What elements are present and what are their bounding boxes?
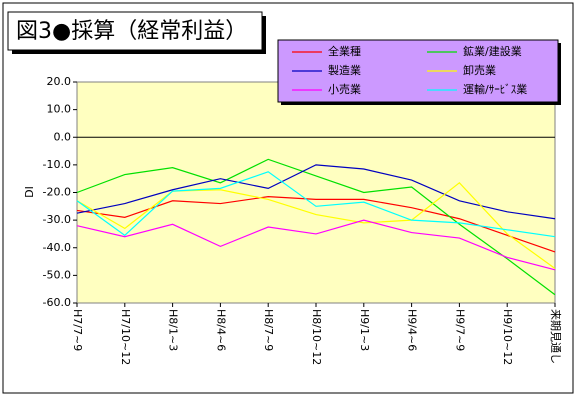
legend-label: 運輸/ｻｰﾋﾞｽ業 bbox=[463, 82, 527, 96]
y-tick-label: -50.0 bbox=[43, 268, 71, 281]
x-tick-label: H8/1~3 bbox=[167, 309, 180, 351]
legend-label: 製造業 bbox=[328, 63, 361, 77]
x-tick-label: 来期見通し bbox=[549, 309, 562, 364]
legend bbox=[277, 39, 559, 103]
x-tick-label: H8/4~6 bbox=[214, 309, 227, 351]
x-tick-label: H9/4~6 bbox=[406, 309, 419, 351]
series-line bbox=[76, 158, 556, 296]
x-tick-label: H8/10~12 bbox=[310, 309, 323, 365]
y-tick-label: -60.0 bbox=[43, 296, 71, 309]
legend-label: 卸売業 bbox=[463, 63, 496, 77]
series-line bbox=[76, 164, 556, 220]
y-tick-label: 0.0 bbox=[54, 130, 72, 143]
y-tick-label: 10.0 bbox=[47, 103, 72, 116]
x-tick-label: H7/10~12 bbox=[119, 309, 132, 365]
x-tick-label: H9/7~9 bbox=[453, 309, 466, 351]
x-tick-label: H9/1~3 bbox=[358, 309, 371, 351]
x-tick-label: H9/10~12 bbox=[501, 309, 514, 365]
x-tick-label: H7/7~9 bbox=[71, 309, 84, 351]
legend-label: 小売業 bbox=[328, 83, 361, 96]
y-tick-label: 20.0 bbox=[47, 75, 72, 88]
y-tick-label: -20.0 bbox=[43, 186, 71, 199]
series-line bbox=[76, 182, 556, 269]
plot-area bbox=[76, 81, 556, 304]
y-tick-label: -10.0 bbox=[43, 158, 71, 171]
title-box bbox=[7, 11, 263, 51]
series-line bbox=[76, 171, 556, 238]
y-tick-label: -30.0 bbox=[43, 213, 71, 226]
x-tick-label: H8/7~9 bbox=[262, 309, 275, 351]
series-line bbox=[76, 219, 556, 271]
y-axis-label: DI bbox=[23, 186, 36, 198]
legend-label: 全業種 bbox=[328, 44, 361, 58]
chart-title: 図3●採算（経常利益） bbox=[16, 19, 247, 44]
legend-label: 鉱業/建設業 bbox=[463, 44, 522, 58]
y-tick-label: -40.0 bbox=[43, 241, 71, 254]
